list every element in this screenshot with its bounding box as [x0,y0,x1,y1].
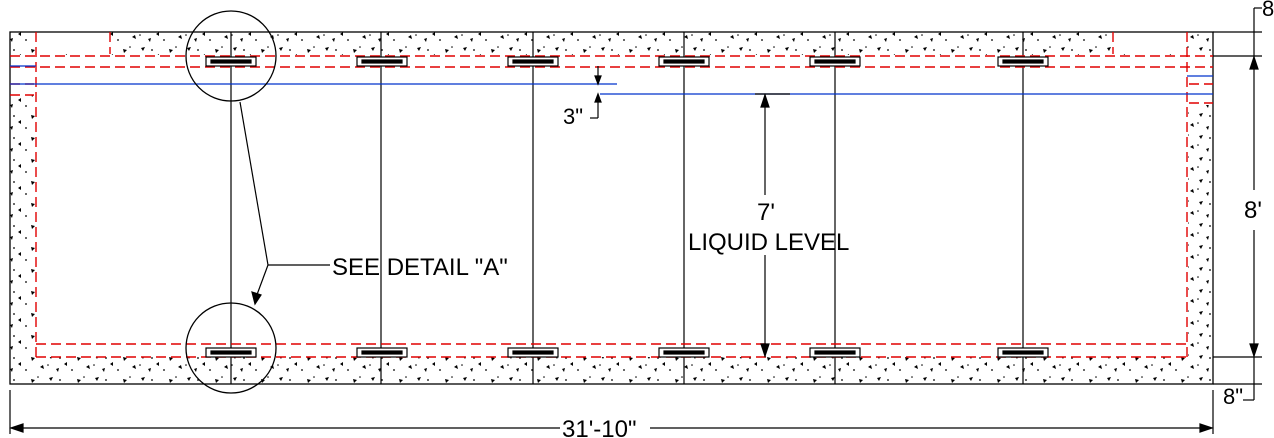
vertical-supports [230,32,1024,384]
overall-length-dimension [9,390,1214,434]
liquid-depth-dimension [755,93,790,358]
height-dimension [1213,7,1262,401]
anchor-plates-bottom [205,347,1049,358]
top-wall-label: 8 [1262,0,1274,21]
anchor-plates-top [205,56,1049,67]
detail-circles [185,10,277,394]
liquid-depth-label: 7' [757,199,775,226]
detail-callout-label: SEE DETAIL "A" [332,254,508,281]
concrete-hatch [10,32,1213,384]
freeboard-label: 3" [563,104,583,129]
liquid-lines [10,65,1213,95]
overall-length-label: 31'-10" [562,416,636,438]
freeboard-dimension [590,66,602,119]
tank-outline [9,31,1214,385]
liquid-level-label: LIQUID LEVEL [688,229,849,256]
detail-leader [239,101,330,306]
height-label: 8' [1244,197,1262,224]
rebar-dashed-lines [10,32,1213,358]
bottom-wall-label: 8" [1223,384,1243,409]
